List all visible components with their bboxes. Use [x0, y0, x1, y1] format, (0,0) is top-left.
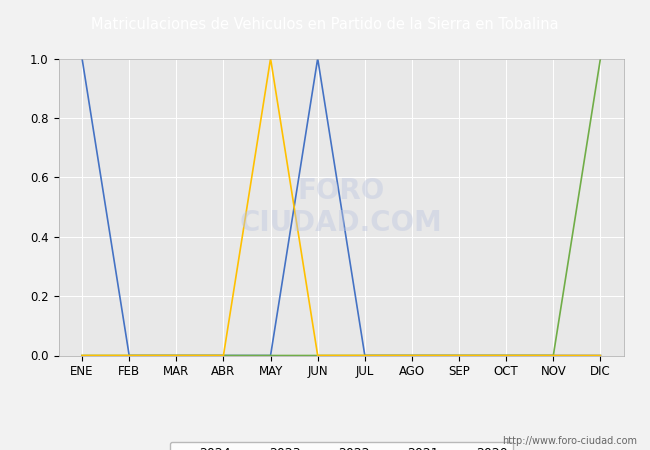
Text: Matriculaciones de Vehiculos en Partido de la Sierra en Tobalina: Matriculaciones de Vehiculos en Partido …: [91, 17, 559, 32]
Text: http://www.foro-ciudad.com: http://www.foro-ciudad.com: [502, 436, 637, 446]
Legend: 2024, 2023, 2022, 2021, 2020: 2024, 2023, 2022, 2021, 2020: [170, 442, 513, 450]
Text: FORO
CIUDAD.COM: FORO CIUDAD.COM: [240, 177, 443, 237]
